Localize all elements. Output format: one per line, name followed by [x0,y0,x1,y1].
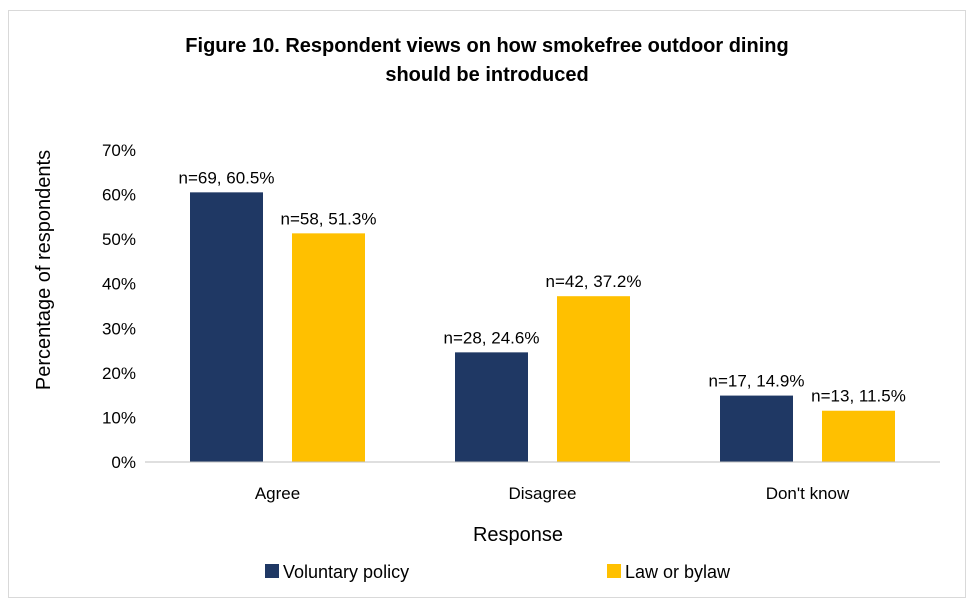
x-tick-label: Disagree [508,484,576,503]
chart-title-line-2: should be introduced [385,64,588,86]
legend-swatch [607,564,621,578]
data-label: n=13, 11.5% [811,387,906,406]
bar-disagree-series-0 [455,352,528,462]
x-tick-label: Agree [255,484,300,503]
y-tick-label: 30% [102,319,136,338]
bar-disagree-series-1 [557,296,630,462]
legend-swatch [265,564,279,578]
legend: Voluntary policy Law or bylaw [265,562,731,582]
y-axis-title: Percentage of respondents [33,150,55,390]
data-label: n=58, 51.3% [281,209,377,228]
y-axis-ticks: 0% 10% 20% 30% 40% 50% 60% 70% [102,141,136,472]
y-tick-label: 20% [102,364,136,383]
bar-don-t-know-series-1 [822,410,895,462]
y-tick-label: 50% [102,230,136,249]
y-tick-label: 10% [102,408,136,427]
data-label: n=69, 60.5% [179,168,275,187]
y-tick-label: 40% [102,275,136,294]
x-tick-label: Don't know [766,484,850,503]
y-tick-label: 60% [102,186,136,205]
x-axis-title: Response [473,524,563,546]
chart-frame [8,10,966,598]
bars [190,192,895,463]
y-tick-label: 70% [102,141,136,160]
data-label: n=17, 14.9% [709,372,805,391]
data-label: n=42, 37.2% [546,272,642,291]
data-label: n=28, 24.6% [444,328,540,347]
x-axis-ticks: Agree Disagree Don't know [255,484,850,503]
bar-agree-series-0 [190,192,263,463]
bar-agree-series-1 [292,233,365,462]
bar-don-t-know-series-0 [720,395,793,462]
legend-label: Law or bylaw [625,562,731,582]
legend-label: Voluntary policy [283,562,409,582]
chart-title-line-1: Figure 10. Respondent views on how smoke… [185,35,788,57]
data-labels: n=69, 60.5% n=58, 51.3% n=28, 24.6% n=42, 3… [179,168,906,405]
y-tick-label: 0% [111,453,136,472]
